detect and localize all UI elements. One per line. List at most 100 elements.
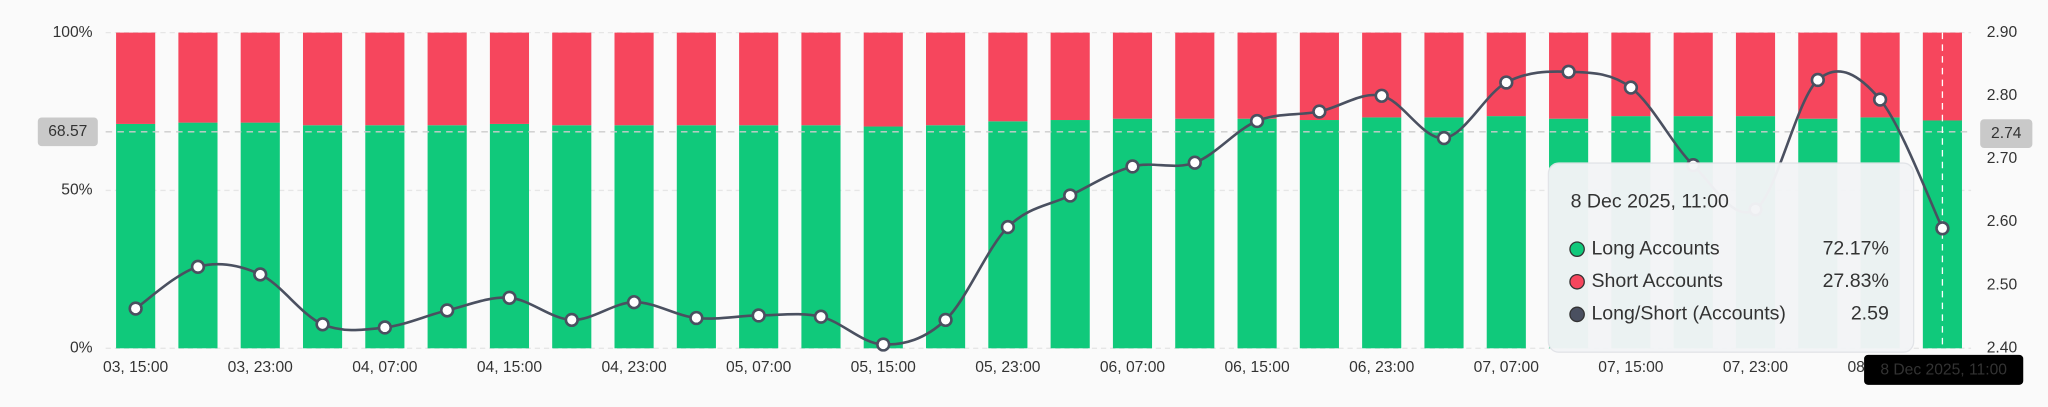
- x-tick-label: 06, 07:00: [1100, 359, 1166, 376]
- ratio-point: [689, 310, 704, 326]
- ratio-point: [1000, 219, 1016, 235]
- long-bar: [1112, 118, 1153, 349]
- tooltip-value: 27.83%: [1823, 270, 1889, 292]
- y-tick-label: 50%: [61, 182, 92, 199]
- short-bar: [1362, 32, 1402, 118]
- short-bar: [1050, 32, 1090, 121]
- crosshair-y-label: 68.57: [48, 123, 87, 140]
- ratio-point: [876, 337, 891, 352]
- long-bar: [863, 126, 903, 349]
- short-bar: [1175, 32, 1215, 119]
- ratio-point: [1872, 92, 1888, 107]
- long-bar: [1050, 120, 1090, 349]
- crosshair-y2-box: [1980, 119, 2033, 148]
- y2-tick-label: 2.60: [1987, 213, 2018, 230]
- ratio-point: [253, 267, 268, 282]
- tooltip-name: Long Accounts: [1591, 237, 1719, 259]
- short-bar: [1112, 32, 1153, 119]
- short-bar: [1673, 32, 1713, 117]
- long-bar: [926, 125, 966, 349]
- ratio-point: [1125, 159, 1140, 174]
- y-tick-label: 0%: [70, 339, 93, 356]
- x-tick-label: 05, 23:00: [975, 359, 1041, 376]
- long-bar: [552, 125, 592, 349]
- short-bar: [614, 32, 654, 126]
- ratio-point: [938, 312, 953, 328]
- ratio-point: [1374, 88, 1389, 103]
- tooltip-dot: [1569, 273, 1585, 290]
- long-bar: [1237, 118, 1277, 349]
- ratio-point: [1187, 155, 1202, 170]
- tooltip-value: 2.59: [1851, 303, 1889, 325]
- long-bar: [178, 122, 218, 349]
- tooltip: 8 Dec 2025, 11:00 Long Accounts 72.17% Shor…: [1547, 162, 1915, 353]
- short-bar: [1237, 32, 1277, 119]
- y2-tick-label: 2.70: [1987, 150, 2018, 167]
- y2-tick-label: 2.90: [1987, 24, 2018, 41]
- short-bar: [1735, 32, 1776, 117]
- short-bar: [988, 32, 1028, 122]
- long-bar: [1362, 117, 1402, 349]
- y2-tick-label: 2.50: [1987, 276, 2018, 293]
- ratio-point: [1249, 113, 1265, 129]
- ratio-point: [1561, 64, 1576, 79]
- short-bar: [365, 32, 405, 126]
- ratio-point: [1810, 72, 1825, 88]
- ratio-point: [1436, 130, 1452, 146]
- short-bar: [427, 32, 467, 126]
- x-tick-label: 07, 15:00: [1598, 359, 1664, 376]
- ratio-point: [190, 259, 206, 275]
- ratio-point: [377, 320, 393, 335]
- tooltip-name: Short Accounts: [1591, 270, 1723, 292]
- short-bar: [676, 32, 716, 126]
- long-bar: [1175, 118, 1215, 349]
- long-bar: [988, 121, 1028, 349]
- short-bar: [1486, 32, 1526, 117]
- long-bar: [1486, 116, 1526, 349]
- crosshair-y-box: [37, 117, 98, 147]
- long-bar: [302, 125, 343, 349]
- x-tick-label: 06, 15:00: [1224, 359, 1290, 376]
- long-bar: [614, 125, 654, 349]
- y2-tick-label: 2.80: [1987, 87, 2018, 104]
- ratio-point: [1499, 75, 1514, 90]
- short-bar: [1424, 32, 1464, 118]
- short-bar: [178, 32, 218, 123]
- short-bar: [1611, 32, 1651, 117]
- ratio-point: [315, 317, 330, 332]
- x-tick-label: 04, 15:00: [477, 359, 543, 376]
- x-tick-label: 07, 23:00: [1723, 359, 1789, 376]
- x-tick-label: 03, 15:00: [103, 359, 169, 376]
- short-bar: [489, 32, 530, 124]
- ratio-point: [1623, 80, 1639, 95]
- long-bar: [1424, 117, 1464, 349]
- short-bar: [739, 32, 779, 126]
- ratio-point: [626, 295, 642, 310]
- x-tick-label: 05, 15:00: [851, 359, 917, 376]
- x-tick-label: 06, 23:00: [1349, 359, 1415, 376]
- ratio-point: [751, 308, 766, 323]
- crosshair-y2-label: 2.74: [1991, 125, 2022, 142]
- short-bar: [240, 32, 280, 123]
- short-bar: [116, 32, 156, 124]
- ratio-point: [439, 303, 455, 318]
- tooltip-box: [1547, 162, 1915, 353]
- x-tick-label: 03, 23:00: [228, 359, 294, 376]
- ratio-point: [564, 312, 579, 328]
- tooltip-title: 8 Dec 2025, 11:00: [1571, 190, 1729, 212]
- tooltip-value: 72.17%: [1823, 237, 1889, 259]
- tooltip-dot: [1569, 241, 1585, 257]
- short-bar: [863, 32, 903, 127]
- long-bar: [240, 122, 280, 349]
- tooltip-dot: [1569, 306, 1585, 323]
- y-tick-label: 100%: [53, 24, 93, 41]
- ratio-point: [1935, 221, 1950, 236]
- y2-tick-label: 2.40: [1987, 339, 2018, 356]
- tooltip-name: Long/Short (Accounts): [1591, 303, 1786, 325]
- x-tick-label: 05, 07:00: [726, 359, 792, 376]
- ratio-point: [1312, 104, 1327, 119]
- short-bar: [801, 32, 841, 126]
- short-bar: [552, 32, 592, 126]
- ratio-point: [813, 309, 829, 324]
